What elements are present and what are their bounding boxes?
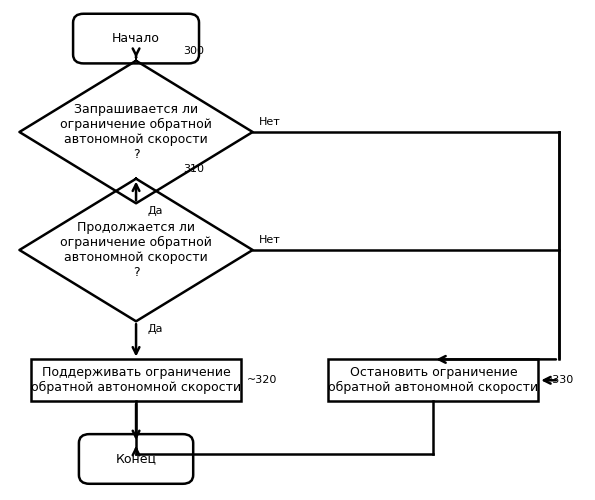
Text: Продолжается ли
ограничение обратной
автономной скорости
?: Продолжается ли ограничение обратной авт…	[60, 221, 212, 279]
Text: Да: Да	[148, 324, 163, 334]
FancyBboxPatch shape	[73, 14, 199, 64]
Bar	[328, 360, 538, 401]
Text: Поддерживать ограничение
обратной автономной скорости: Поддерживать ограничение обратной автоно…	[31, 366, 241, 394]
Text: ~330: ~330	[544, 376, 574, 386]
Text: Конец: Конец	[115, 452, 156, 466]
Text: Начало: Начало	[112, 32, 160, 45]
Text: Нет: Нет	[258, 117, 280, 127]
Text: 310: 310	[183, 164, 203, 174]
Text: 300: 300	[183, 46, 203, 56]
Text: ~320: ~320	[247, 376, 277, 386]
Bar	[31, 360, 241, 401]
Text: Запрашивается ли
ограничение обратной
автономной скорости
?: Запрашивается ли ограничение обратной ав…	[60, 103, 212, 161]
Text: Остановить ограничение
обратной автономной скорости: Остановить ограничение обратной автономн…	[328, 366, 538, 394]
FancyBboxPatch shape	[79, 434, 193, 484]
Text: Нет: Нет	[258, 235, 280, 245]
Text: Да: Да	[148, 206, 163, 216]
